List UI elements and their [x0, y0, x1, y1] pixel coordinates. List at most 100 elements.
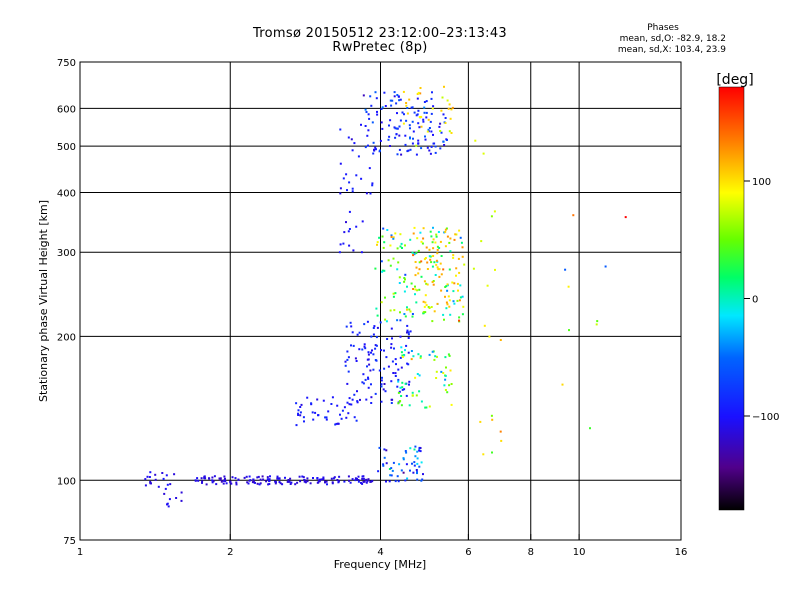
data-point: [360, 177, 363, 180]
data-point: [290, 481, 293, 484]
data-point: [371, 184, 374, 187]
data-point: [353, 142, 356, 145]
data-point: [370, 402, 373, 404]
data-point: [444, 286, 447, 288]
data-point: [462, 305, 465, 308]
data-point: [455, 274, 457, 277]
data-point: [371, 121, 374, 124]
data-point: [375, 97, 378, 100]
data-point: [416, 289, 419, 292]
data-point: [389, 119, 392, 122]
data-point: [425, 282, 428, 285]
data-point: [435, 377, 438, 379]
y-tick-label: 500: [57, 142, 76, 153]
data-point: [360, 251, 363, 254]
data-point: [432, 255, 435, 257]
data-point: [299, 414, 302, 417]
data-point: [419, 355, 422, 358]
data-point: [461, 313, 464, 316]
data-point: [572, 214, 575, 217]
data-point: [483, 324, 486, 327]
data-point: [330, 477, 333, 480]
data-point: [432, 247, 435, 250]
data-point: [338, 475, 341, 478]
data-point: [355, 174, 358, 177]
data-point: [430, 145, 433, 148]
data-point: [397, 380, 400, 383]
data-point: [408, 383, 410, 386]
data-point: [361, 220, 364, 223]
data-point: [445, 366, 447, 369]
data-point: [436, 302, 439, 305]
data-point: [422, 473, 424, 476]
data-point: [235, 481, 238, 484]
data-point: [261, 475, 264, 478]
data-point: [378, 446, 381, 449]
data-point: [414, 445, 417, 448]
data-point: [448, 268, 451, 271]
data-point: [458, 229, 461, 232]
data-point: [384, 105, 387, 107]
data-point: [347, 370, 350, 373]
data-point: [376, 113, 379, 116]
data-point: [402, 458, 405, 461]
data-point: [387, 259, 390, 262]
data-point: [361, 477, 364, 480]
data-point: [445, 301, 448, 304]
data-point: [346, 358, 349, 361]
data-point: [403, 290, 406, 293]
data-point: [413, 464, 416, 467]
data-point: [414, 261, 417, 263]
data-point: [211, 476, 214, 479]
data-point: [297, 409, 300, 412]
data-point: [423, 101, 426, 103]
data-point: [301, 475, 304, 478]
data-point: [379, 149, 381, 152]
data-point: [450, 383, 453, 385]
data-point: [418, 465, 421, 468]
data-point: [347, 412, 350, 415]
data-point: [348, 228, 351, 230]
data-point: [428, 255, 431, 258]
data-point: [380, 383, 383, 386]
data-point: [173, 473, 176, 476]
data-point: [384, 318, 387, 321]
data-point: [435, 233, 438, 236]
data-point: [434, 151, 437, 154]
data-point: [376, 241, 379, 244]
data-point: [371, 480, 374, 483]
data-point: [418, 268, 421, 271]
data-point: [388, 135, 391, 138]
phase-stats-x: mean, sd,X: 103.4, 23.9: [617, 45, 726, 55]
data-point: [404, 244, 406, 247]
data-point: [268, 478, 271, 481]
data-point: [253, 481, 255, 484]
data-point: [394, 127, 397, 130]
data-point: [322, 478, 325, 481]
data-point: [411, 251, 414, 254]
data-point: [480, 240, 483, 243]
data-point: [437, 231, 440, 233]
data-point: [357, 480, 360, 483]
data-point: [383, 383, 386, 385]
data-point: [380, 349, 383, 352]
data-point: [396, 268, 399, 271]
data-point: [362, 373, 365, 376]
data-point: [398, 125, 401, 128]
data-point: [373, 148, 375, 151]
data-point: [350, 403, 353, 406]
data-point: [266, 476, 269, 479]
data-point: [424, 406, 427, 409]
data-point: [402, 90, 405, 93]
data-point: [436, 248, 439, 251]
data-point: [411, 391, 414, 394]
data-point: [434, 145, 437, 148]
data-point: [379, 321, 382, 324]
data-point: [423, 305, 426, 308]
data-point: [371, 349, 373, 352]
data-point: [381, 376, 383, 379]
data-point: [364, 479, 367, 482]
data-point: [416, 462, 419, 465]
y-axis-label: Stationary phase Virtual Height [km]: [37, 200, 50, 402]
data-point: [409, 330, 412, 333]
